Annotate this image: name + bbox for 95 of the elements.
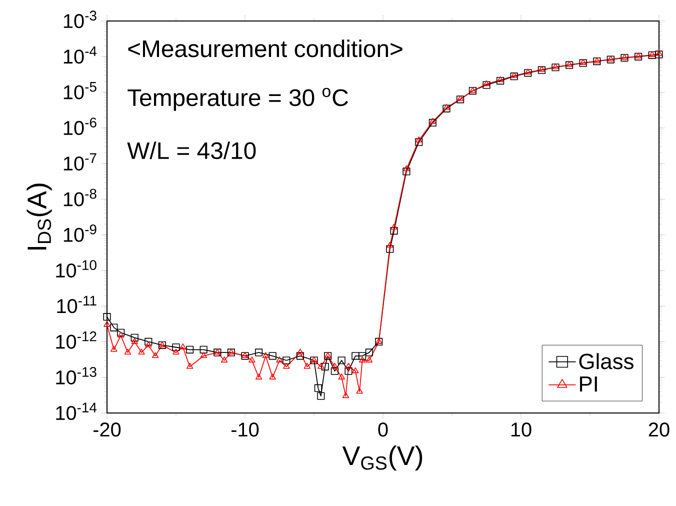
y-tick-label: 10$^{-8}$: [64, 188, 96, 206]
point: [416, 136, 422, 142]
point: [483, 80, 490, 86]
point: [358, 352, 366, 360]
point: [331, 362, 338, 369]
point: [304, 362, 310, 369]
point: [186, 346, 194, 354]
point: [276, 356, 283, 362]
point: [200, 352, 207, 358]
annotation: W/L = 43/10: [127, 142, 256, 160]
point: [338, 374, 345, 380]
point: [358, 356, 366, 362]
point: [314, 384, 322, 392]
point: [138, 348, 145, 355]
y-axis-title: I$_{DS}$(A): [26, 184, 52, 250]
x-tick-label: 10: [511, 422, 532, 437]
annotation: Temperature = 30 $^{o}$C: [128, 88, 348, 111]
point: [496, 76, 504, 82]
point: [352, 352, 360, 360]
point: [124, 348, 132, 355]
y-tick-label: 10$^{-11}$: [57, 296, 96, 314]
y-tick-label: 10$^{-5}$: [64, 82, 96, 100]
point: [104, 320, 110, 327]
point: [255, 348, 263, 356]
point: [152, 352, 159, 358]
point: [180, 343, 186, 350]
point: [403, 165, 410, 172]
point: [386, 242, 394, 248]
point: [338, 356, 346, 364]
point: [131, 338, 138, 344]
legend-label: PI: [580, 376, 597, 392]
point: [442, 104, 450, 112]
point: [510, 72, 518, 78]
point: [345, 362, 352, 369]
point: [255, 374, 262, 380]
point: [220, 356, 228, 362]
point: [318, 362, 324, 369]
point: [344, 367, 352, 375]
x-tick-label: -20: [93, 422, 121, 437]
point: [130, 334, 138, 342]
x-axis-title: V$_{GS}$(V): [342, 445, 422, 471]
point: [321, 362, 329, 370]
x-tick-label: 20: [648, 422, 670, 437]
point: [656, 50, 662, 56]
legend-label: Glass: [579, 353, 634, 370]
point: [390, 226, 398, 235]
annotation: <Measurement condition>: [128, 40, 402, 58]
point: [110, 324, 118, 332]
x-tick-label: 0: [378, 422, 388, 437]
point: [390, 224, 398, 230]
point: [186, 362, 194, 369]
point: [428, 118, 436, 127]
point: [117, 332, 124, 338]
point: [110, 346, 118, 352]
y-tick-label: 10$^{-4}$: [64, 46, 97, 64]
point: [402, 168, 410, 176]
y-tick-label: 10$^{-12}$: [56, 331, 96, 349]
y-tick-label: 10$^{-6}$: [64, 118, 96, 136]
point: [262, 352, 270, 358]
y-tick-label: 10$^{-13}$: [56, 367, 96, 384]
point: [496, 76, 504, 85]
point: [296, 352, 304, 360]
point: [482, 81, 490, 89]
point: [103, 313, 111, 321]
point: [144, 338, 152, 346]
point: [443, 104, 450, 110]
point: [366, 356, 373, 362]
y-tick-label: 10$^{-10}$: [56, 260, 96, 278]
point: [172, 348, 180, 355]
y-tick-label: 10$^{-14}$: [56, 402, 97, 420]
point: [296, 348, 304, 355]
point: [365, 348, 373, 356]
point: [248, 356, 256, 362]
point: [510, 72, 518, 80]
point: [117, 328, 125, 336]
point: [145, 341, 152, 348]
y-tick-label: 10$^{-9}$: [64, 224, 96, 242]
y-tick-label: 10$^{-7}$: [64, 153, 96, 171]
y-tick-label: 10$^{-3}$: [64, 10, 96, 28]
point: [172, 343, 180, 352]
point: [317, 392, 325, 400]
x-tick-label: -10: [231, 422, 259, 437]
point: [429, 118, 436, 124]
point: [330, 367, 338, 375]
point: [655, 50, 663, 58]
point: [342, 392, 350, 398]
point: [282, 356, 290, 364]
point: [356, 388, 363, 394]
point: [415, 138, 423, 146]
point: [352, 367, 359, 374]
point: [268, 352, 276, 360]
point: [386, 245, 394, 253]
point: [283, 362, 290, 369]
point: [200, 346, 208, 354]
point: [269, 374, 276, 380]
